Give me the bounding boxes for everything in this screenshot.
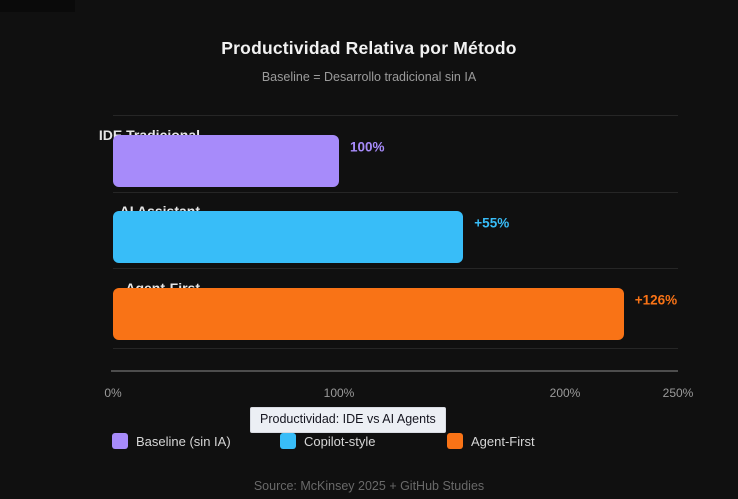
legend-item-copilot[interactable]: Copilot-style	[280, 433, 376, 449]
gridline	[113, 348, 678, 349]
x-tick-250: 250%	[662, 386, 694, 400]
x-tick-200: 200%	[549, 386, 581, 400]
bar-ide-tradicional[interactable]	[113, 135, 339, 187]
chart-title: Productividad Relativa por Método	[221, 38, 517, 58]
plot-area: IDE Tradicional 100% AI Assistant +55% A…	[99, 115, 678, 372]
legend-item-baseline[interactable]: Baseline (sin IA)	[112, 433, 231, 449]
legend-swatch-agent-first	[447, 433, 463, 449]
legend-item-agent-first[interactable]: Agent-First	[447, 433, 535, 449]
hover-tooltip: Productividad: IDE vs AI Agents	[250, 407, 446, 433]
bar-ai-assistant[interactable]	[113, 211, 464, 263]
gridline	[113, 268, 678, 269]
gridline	[113, 192, 678, 193]
window-corner-artifact	[0, 0, 75, 12]
legend-label-baseline: Baseline (sin IA)	[136, 433, 231, 449]
legend-label-copilot: Copilot-style	[304, 433, 376, 449]
legend-label-agent-first: Agent-First	[471, 433, 535, 449]
x-tick-100: 100%	[323, 386, 355, 400]
chart-subtitle: Baseline = Desarrollo tradicional sin IA	[261, 70, 477, 84]
x-tick-0: 0%	[104, 386, 122, 400]
legend-swatch-copilot	[280, 433, 296, 449]
source-attribution: Source: McKinsey 2025 + GitHub Studies	[253, 479, 485, 493]
value-label-ide-tradicional: 100%	[350, 139, 385, 155]
gridline	[113, 115, 678, 116]
legend-swatch-baseline	[112, 433, 128, 449]
x-axis-line	[111, 370, 678, 372]
bar-agent-first[interactable]	[113, 288, 624, 340]
x-axis: 0% 100% 200% 250%	[104, 386, 693, 402]
value-label-agent-first: +126%	[634, 292, 678, 308]
value-label-ai-assistant: +55%	[474, 215, 510, 231]
